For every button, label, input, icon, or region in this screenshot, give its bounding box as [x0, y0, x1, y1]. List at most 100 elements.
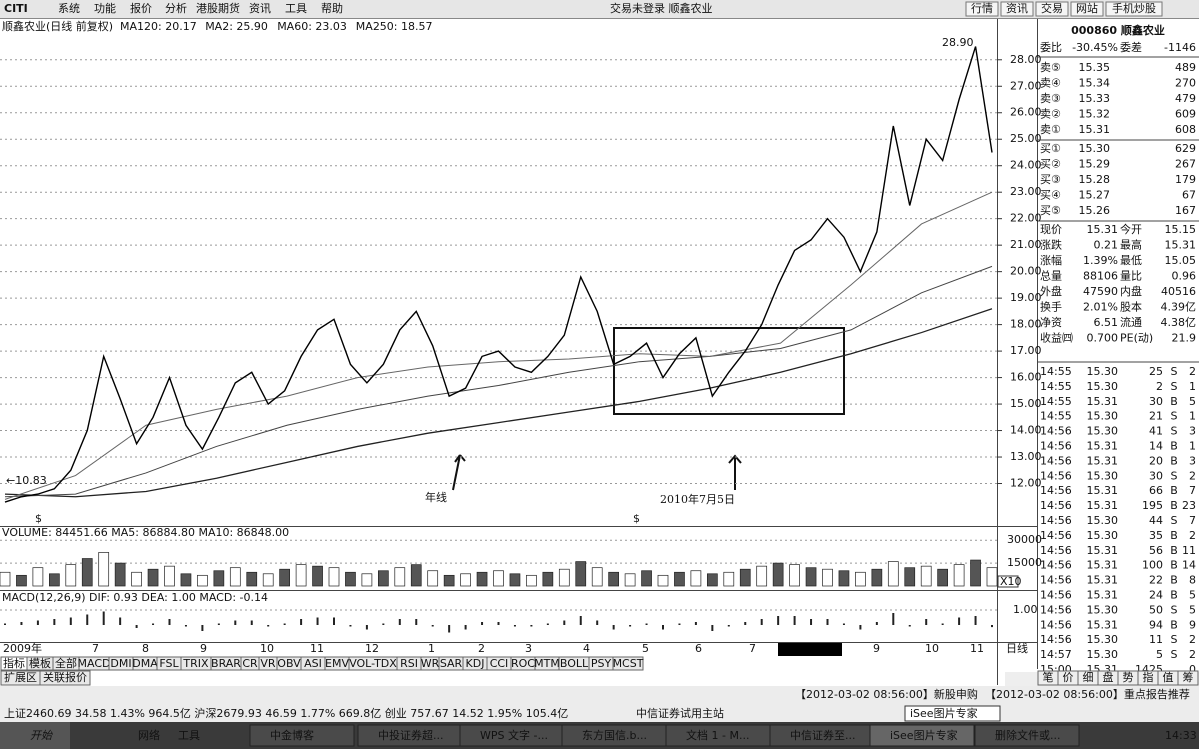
ask-label: 卖③	[1040, 92, 1061, 105]
x-tick-label: 8	[142, 642, 149, 655]
start-button[interactable]	[0, 722, 70, 749]
x-tick-label: 10	[925, 642, 939, 655]
trade-cell: 7	[1189, 484, 1196, 497]
popup	[904, 705, 1001, 722]
quote-tab-label: 笔	[1043, 670, 1054, 684]
trade-cell: 1	[1189, 410, 1196, 423]
y-tick-label: 24.00	[1010, 159, 1042, 172]
task-item[interactable]	[974, 724, 1080, 747]
x-tick-label: 6	[695, 642, 702, 655]
top-button-label: 交易	[1041, 1, 1063, 15]
indicator-tab-label: EMV	[325, 657, 349, 670]
task-item-label: 删除文件或...	[995, 728, 1061, 742]
task-item-label: 工具	[178, 729, 200, 742]
volume-bar	[953, 564, 965, 587]
top-button[interactable]	[965, 1, 999, 17]
volume-bar	[443, 574, 455, 587]
menu-item: 工具	[285, 2, 307, 15]
x-tick-label: 11	[310, 642, 324, 655]
trade-cell: B	[1170, 559, 1178, 572]
trade-cell: 15.31	[1087, 574, 1119, 587]
sub-tab-label: 关联报价	[43, 670, 87, 684]
annotation: 年线	[425, 490, 447, 504]
task-item[interactable]	[249, 724, 355, 747]
top-button[interactable]	[1000, 1, 1034, 17]
trade-cell: 15.31	[1087, 395, 1119, 408]
volume-bar	[986, 567, 998, 587]
price-line	[4, 46, 993, 503]
y-tick-label: 15000	[1007, 556, 1042, 569]
stat-label: 涨幅	[1040, 254, 1062, 267]
volume-bar	[48, 573, 60, 587]
indicator-tab-label: CCI	[490, 657, 509, 670]
trade-cell: 15.31	[1087, 440, 1119, 453]
top-button[interactable]	[1035, 1, 1069, 17]
arrow	[452, 454, 466, 491]
indicator-tab-label: BRAR	[211, 657, 241, 670]
menu-item: 资讯	[249, 2, 271, 15]
indicator-tab-label: OBV	[277, 657, 301, 670]
volume-bar	[180, 573, 192, 587]
bid-volume: 179	[1175, 173, 1196, 186]
trade-cell: 11	[1182, 544, 1196, 557]
ratio-value: -1146	[1164, 41, 1196, 54]
indicator-tab-label: PSY	[591, 657, 612, 670]
top-button[interactable]	[1105, 1, 1163, 17]
news-item: 【2012-03-02 08:56:00】重点报告推荐	[985, 687, 1190, 701]
stat-value: 0.96	[1172, 270, 1197, 283]
trade-cell: 14	[1149, 440, 1163, 453]
stat-label: 现价	[1040, 223, 1062, 236]
stat-value: 15.05	[1165, 254, 1197, 267]
trade-cell: 15.31	[1087, 484, 1119, 497]
menu-item: 报价	[130, 1, 152, 15]
trade-cell: 15.31	[1087, 559, 1119, 572]
trade-cell: S	[1171, 633, 1178, 646]
bid-label: 买③	[1040, 173, 1061, 186]
stat-label: 总量	[1040, 269, 1062, 283]
scroll-block	[778, 643, 842, 656]
divider	[1037, 19, 1038, 669]
indicator-tab-label: VOL-TDX	[349, 657, 397, 670]
stat-value: 40516	[1161, 285, 1196, 298]
trade-cell: 30	[1149, 469, 1163, 482]
volume-bar	[81, 558, 93, 587]
trade-cell: 14:56	[1040, 440, 1072, 453]
menu-bar	[0, 0, 1199, 18]
stat-value: 15.31	[1165, 239, 1197, 252]
indicator-tab[interactable]	[612, 656, 644, 671]
trade-cell: 3	[1189, 425, 1196, 438]
trade-cell: 195	[1142, 499, 1163, 512]
quote-tab[interactable]	[1177, 670, 1199, 686]
ask-volume: 609	[1175, 108, 1196, 121]
trade-cell: 2	[1189, 365, 1196, 378]
x-tick-label: 4	[583, 642, 590, 655]
volume-bar	[164, 565, 175, 587]
task-item[interactable]	[869, 724, 975, 747]
trade-cell: 14:56	[1040, 484, 1072, 497]
indicator-tab-label: ASI	[304, 657, 322, 670]
quote-tab-label: 盘	[1103, 670, 1114, 684]
volume-bar	[920, 565, 932, 587]
trade-cell: 56	[1149, 544, 1163, 557]
trade-cell: 11	[1149, 633, 1163, 646]
menu-item: 帮助	[321, 1, 343, 15]
stat-value: 88106	[1083, 270, 1118, 283]
stat-value: 0.700	[1087, 332, 1119, 345]
top-button[interactable]	[1070, 1, 1104, 17]
sub-tab[interactable]	[39, 670, 91, 686]
trade-cell: 22	[1149, 574, 1163, 587]
macd-header: MACD(12,26,9) DIF: 0.93 DEA: 1.00 MACD: …	[2, 591, 268, 604]
divider	[0, 590, 1037, 591]
task-item-label: 中投证券超...	[378, 728, 444, 742]
indicator-tab-label: CR	[242, 657, 258, 670]
top-button-label: 资讯	[1006, 2, 1028, 15]
trade-cell: 15.31	[1087, 618, 1119, 631]
indicator-tab-label: DMA	[132, 657, 158, 670]
ratio-label: 委比	[1040, 41, 1062, 54]
bid-price: 15.30	[1079, 142, 1111, 155]
trade-cell: 44	[1149, 514, 1163, 527]
trade-cell: 23	[1182, 499, 1196, 512]
ask-price: 15.33	[1079, 92, 1111, 105]
volume-bar	[460, 573, 471, 587]
trade-cell: 94	[1149, 618, 1163, 631]
